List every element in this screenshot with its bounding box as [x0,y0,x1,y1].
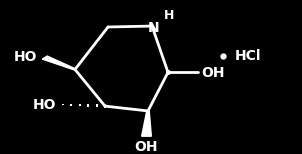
Polygon shape [42,56,76,70]
Text: H: H [163,9,174,22]
Text: OH: OH [135,140,158,154]
Text: HO: HO [13,50,37,64]
Text: OH: OH [201,66,225,80]
Polygon shape [142,111,151,136]
Text: HCl: HCl [234,49,261,63]
Text: N: N [148,20,159,34]
Text: HO: HO [33,98,56,112]
